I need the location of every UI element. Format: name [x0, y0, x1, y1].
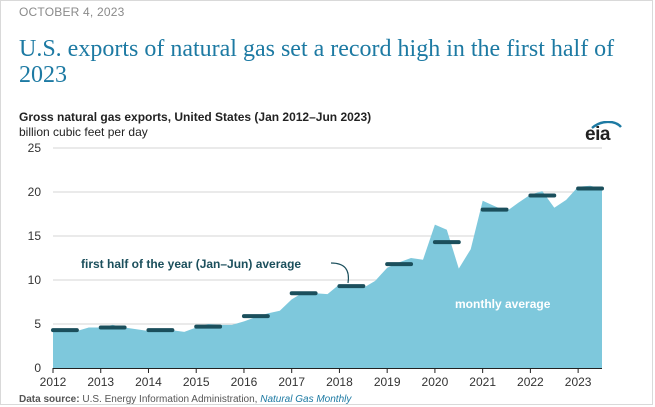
x-tick-label: 2015: [183, 375, 210, 389]
eia-logo-text: eia: [585, 124, 610, 145]
source-agency: U.S. Energy Information Administration,: [82, 394, 258, 405]
y-tick-label: 0: [34, 361, 41, 375]
annotations: first half of the year (Jan–Jun) average…: [81, 257, 551, 311]
x-tick-label: 2014: [135, 375, 162, 389]
y-axis-unit-label: billion cubic feet per day: [19, 125, 148, 139]
annotation-leader-line: [330, 262, 350, 284]
half-year-average-label: first half of the year (Jan–Jun) average: [81, 257, 301, 271]
monthly-average-label: monthly average: [455, 297, 551, 311]
x-tick-label: 2023: [565, 375, 592, 389]
x-tick-label: 2017: [278, 375, 305, 389]
x-tick-label: 2019: [374, 375, 401, 389]
x-tick-label: 2013: [87, 375, 114, 389]
eia-logo-icon[interactable]: eia: [583, 121, 623, 147]
source-publication-link[interactable]: Natural Gas Monthly: [260, 394, 352, 405]
x-tick-label: 2018: [326, 375, 353, 389]
eia-swoosh-icon: [591, 121, 622, 129]
y-tick-label: 25: [28, 141, 42, 155]
x-tick-label: 2012: [40, 375, 67, 389]
y-tick-label: 5: [34, 317, 41, 331]
source-prefix: Data source:: [19, 394, 80, 405]
x-tick-label: 2021: [469, 375, 496, 389]
x-tick-label: 2016: [231, 375, 258, 389]
article-headline[interactable]: U.S. exports of natural gas set a record…: [19, 36, 615, 88]
publication-date: OCTOBER 4, 2023: [19, 5, 125, 19]
x-tick-label: 2020: [422, 375, 449, 389]
x-tick-label: 2022: [517, 375, 544, 389]
y-tick-label: 10: [28, 273, 42, 287]
axes: 0 5 10 15 20 25 2012 2013 2014 2015 2016 2017 2018 20…: [28, 141, 602, 389]
y-tick-label: 20: [28, 185, 42, 199]
data-source-footer: Data source: U.S. Energy Information Adm…: [19, 394, 351, 405]
area-layer: [53, 185, 602, 368]
y-tick-label: 15: [28, 229, 42, 243]
monthly-average-area: [53, 185, 602, 368]
chart-title: Gross natural gas exports, United States…: [19, 110, 372, 124]
average-segments: [51, 186, 604, 333]
